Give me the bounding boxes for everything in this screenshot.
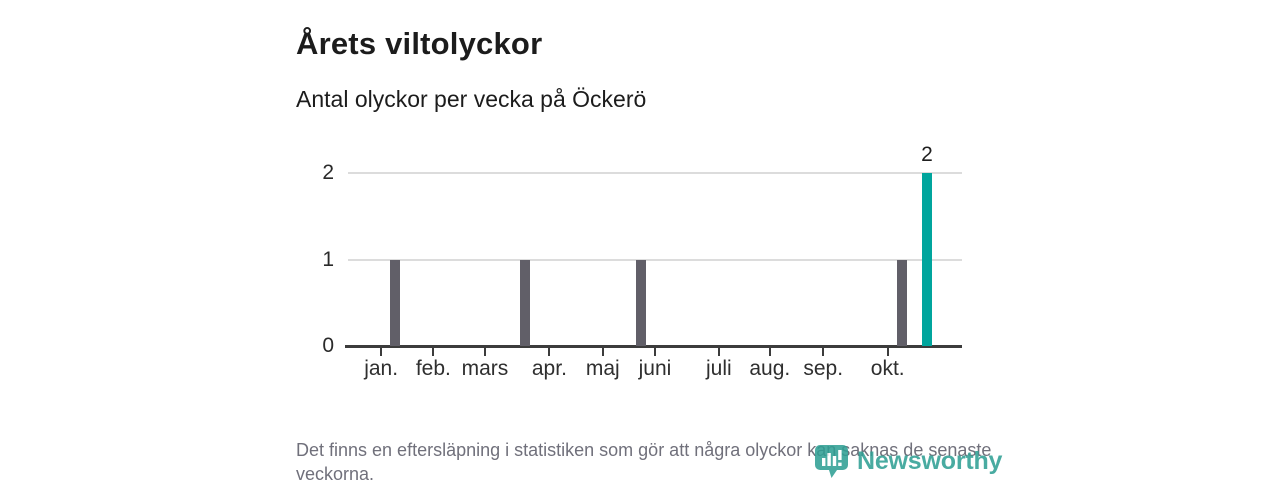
x-axis-label-aug: aug.	[749, 357, 791, 380]
x-axis-label-juni: juni	[638, 357, 672, 380]
x-axis-label-okt: okt.	[870, 357, 905, 380]
gridline-y2	[348, 172, 962, 174]
x-axis-label-mars: mars	[461, 357, 509, 380]
x-axis-label-maj: maj	[585, 357, 620, 380]
gridline-y1	[348, 258, 962, 261]
x-axis-tick-okt	[886, 348, 889, 356]
x-axis-tick-feb	[432, 348, 435, 356]
x-axis-tick-sep	[822, 348, 825, 356]
x-axis-tick-jan	[380, 348, 383, 356]
bar-week-5	[922, 173, 932, 346]
x-axis-label-feb: feb.	[415, 357, 451, 380]
newsworthy-logo: Newsworthy	[813, 442, 1002, 480]
x-axis-label-jan: jan.	[364, 357, 399, 380]
newsworthy-pin-icon	[815, 445, 848, 478]
x-axis-label-sep: sep.	[803, 357, 844, 380]
bar-week-1	[389, 259, 400, 346]
x-axis-line	[345, 345, 962, 348]
y-axis-label-0: 0	[322, 334, 334, 357]
x-axis-label-apr: apr.	[531, 357, 567, 380]
x-axis-tick-mars	[483, 348, 486, 356]
x-axis-tick-juli	[717, 348, 720, 356]
x-axis-tick-aug	[768, 348, 771, 356]
page-title: Årets viltolyckor	[296, 25, 543, 61]
newsworthy-logo-text: Newsworthy	[857, 447, 1003, 475]
y-axis-label-1: 1	[322, 247, 334, 271]
bar-week-2	[519, 259, 530, 346]
x-axis-tick-juni	[654, 348, 656, 356]
x-axis-label-juli: juli	[706, 357, 732, 380]
bar-value-label: 2	[921, 143, 933, 166]
y-axis-label-2: 2	[322, 161, 334, 184]
x-axis-tick-apr	[548, 348, 551, 356]
bar-week-3	[636, 259, 647, 346]
chart-subtitle: Antal olyckor per vecka på Öckerö	[296, 86, 647, 112]
x-axis-tick-maj	[601, 348, 604, 356]
bar-week-4	[896, 259, 907, 346]
